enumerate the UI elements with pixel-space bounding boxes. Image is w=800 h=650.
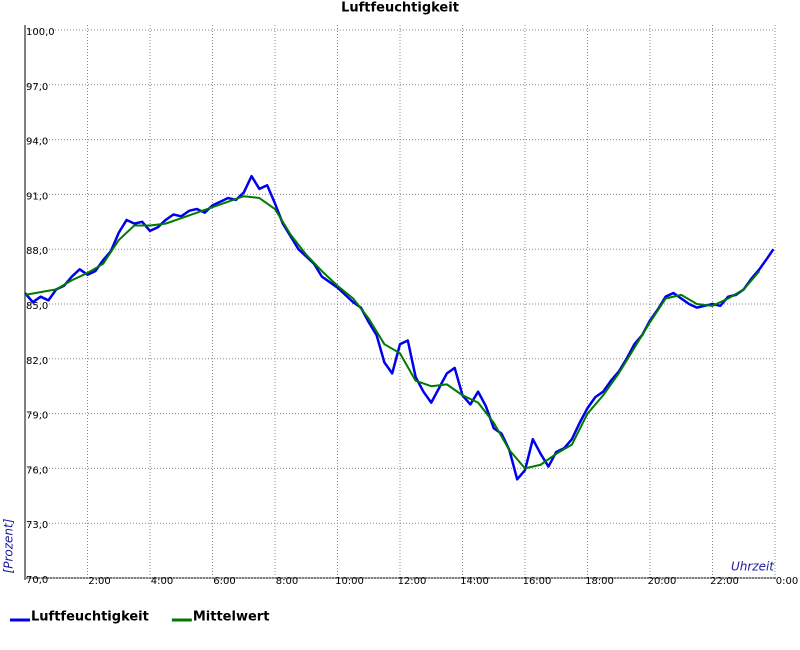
data-line [24,195,761,470]
x-tick-label: 22:00 [710,576,739,587]
y-tick-label: 79,0 [26,411,48,422]
x-tick-label: 12:00 [398,576,427,587]
x-tick-label: 2:00 [88,576,110,587]
x-tick-label: 0:00 [776,576,798,587]
y-tick-label: 91,0 [26,191,48,202]
chart-title: Luftfeuchtigkeit [341,1,459,16]
legend-label: Mittelwert [193,610,270,625]
y-tick-label: 97,0 [26,82,48,93]
data-line [24,174,775,481]
legend-label: Luftfeuchtigkeit [31,610,149,625]
y-axis-title: [Prozent] [2,518,16,573]
x-tick-label: 10:00 [335,576,364,587]
x-tick-label: 20:00 [648,576,677,587]
x-tick-label: 8:00 [276,576,298,587]
x-axis-title: Uhrzeit [731,560,775,574]
y-tick-label: 94,0 [26,137,48,148]
y-tick-label: 70,0 [26,575,48,586]
x-tick-label: 14:00 [460,576,489,587]
x-tick-label: 6:00 [213,576,235,587]
y-tick-label: 85,0 [26,301,48,312]
y-tick-label: 73,0 [26,520,48,531]
x-tick-label: 4:00 [151,576,173,587]
y-tick-label: 88,0 [26,246,48,257]
y-tick-label: 76,0 [26,465,48,476]
y-tick-label: 82,0 [26,356,48,367]
y-tick-label: 100,0 [26,27,55,38]
x-tick-label: 18:00 [585,576,614,587]
x-tick-label: 16:00 [523,576,552,587]
